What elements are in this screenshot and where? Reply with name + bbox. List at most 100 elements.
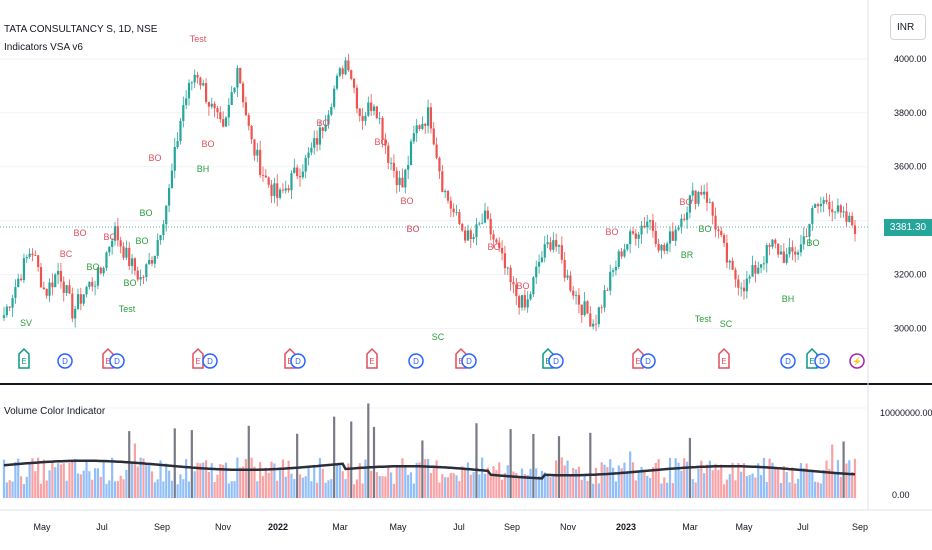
dividend-event-icon[interactable]: D (814, 353, 830, 369)
candle-body (267, 177, 270, 185)
volume-bar (350, 421, 353, 498)
vsa-signal-label: BR (681, 250, 694, 260)
earnings-event-icon[interactable]: E (192, 347, 204, 369)
volume-bar (737, 462, 740, 498)
candle-body (606, 290, 609, 291)
candle-body (626, 244, 629, 250)
vsa-signal-label: SV (20, 318, 32, 328)
candle-body (56, 270, 60, 275)
candle-body (227, 104, 230, 118)
candle-body (853, 225, 857, 234)
volume-bar (122, 479, 125, 498)
volume-bar (481, 457, 484, 498)
volume-bar (603, 464, 606, 498)
volume-bar (364, 459, 367, 498)
volume-bar (606, 467, 609, 498)
volume-bar (543, 472, 546, 498)
candle-body (278, 189, 282, 198)
candle-body (660, 244, 663, 251)
currency-selector[interactable]: INR (890, 14, 926, 40)
candle-body (688, 195, 692, 213)
candle-body (102, 267, 105, 274)
volume-bar (51, 460, 54, 498)
candle-body (637, 234, 640, 239)
candle-body (825, 200, 828, 203)
vsa-signal-label: BO (103, 232, 116, 242)
candle-body (557, 245, 561, 247)
volume-bar (395, 465, 398, 498)
volume-bar (159, 460, 162, 498)
volume-bar (207, 471, 211, 498)
candle-body (495, 239, 498, 243)
dividend-event-icon[interactable]: D (202, 353, 218, 369)
candle-body (489, 218, 492, 235)
candle-body (640, 225, 643, 235)
event-letter: D (645, 357, 651, 366)
volume-bar (236, 457, 239, 498)
volume-bar (808, 471, 811, 498)
candle-body (276, 183, 279, 198)
candle-body (17, 278, 20, 288)
candle-body (777, 243, 780, 255)
volume-bar (683, 458, 686, 498)
volume-bar (48, 470, 51, 498)
dividend-event-icon[interactable]: D (461, 353, 477, 369)
volume-bar (327, 480, 330, 498)
dividend-event-icon[interactable]: D (109, 353, 125, 369)
candle-body (577, 295, 581, 305)
dividend-event-icon[interactable]: D (408, 353, 424, 369)
candle-body (22, 258, 26, 281)
candle-body (657, 243, 660, 251)
candle-body (145, 264, 148, 278)
volume-bar (671, 483, 674, 498)
volume-bar (549, 477, 552, 498)
event-letter: E (635, 357, 640, 366)
candle-body (54, 274, 57, 288)
time-axis-label: Nov (560, 522, 577, 532)
vsa-signal-label: BO (148, 153, 161, 163)
candle-body (122, 246, 125, 258)
volume-bar (557, 436, 561, 498)
volume-bar (589, 432, 592, 498)
volume-bar (116, 481, 119, 498)
dividend-event-icon[interactable]: D (57, 353, 73, 369)
dividend-event-icon[interactable]: D (780, 353, 796, 369)
candle-body (620, 251, 623, 257)
candle-body (116, 226, 119, 241)
dividend-event-icon[interactable]: D (640, 353, 656, 369)
candle-body (492, 234, 495, 240)
candle-body (372, 106, 376, 111)
volume-bar (592, 483, 595, 498)
volume-bar (577, 466, 581, 498)
candle-body (782, 251, 785, 263)
volume-bar (446, 477, 450, 498)
dividend-event-icon[interactable]: D (548, 353, 564, 369)
volume-bar (725, 479, 729, 498)
volume-bar (640, 467, 643, 498)
volume-bar (278, 468, 282, 498)
candle-body (71, 293, 74, 319)
candle-body (668, 231, 672, 244)
volume-bar (247, 425, 250, 498)
volume-bar (267, 472, 270, 498)
dividend-event-icon[interactable]: D (290, 353, 306, 369)
candle-body (836, 205, 840, 212)
candle-body (580, 304, 583, 316)
vsa-signal-label: BO (406, 224, 419, 234)
earnings-event-icon[interactable]: E (18, 347, 30, 369)
earnings-event-icon[interactable]: E (366, 347, 378, 369)
volume-bar (264, 467, 267, 498)
volume-bar (791, 467, 794, 498)
candle-body (788, 247, 791, 255)
earnings-event-icon[interactable]: E (718, 347, 730, 369)
volume-bar (685, 461, 689, 498)
event-circle (814, 353, 830, 369)
split-event-icon[interactable]: ⚡ (849, 353, 865, 369)
candle-body (76, 294, 80, 309)
volume-bar (375, 472, 378, 498)
candle-body (193, 74, 196, 83)
volume-bar (93, 468, 97, 498)
candle-body (483, 210, 487, 223)
volume-bar (435, 460, 438, 498)
